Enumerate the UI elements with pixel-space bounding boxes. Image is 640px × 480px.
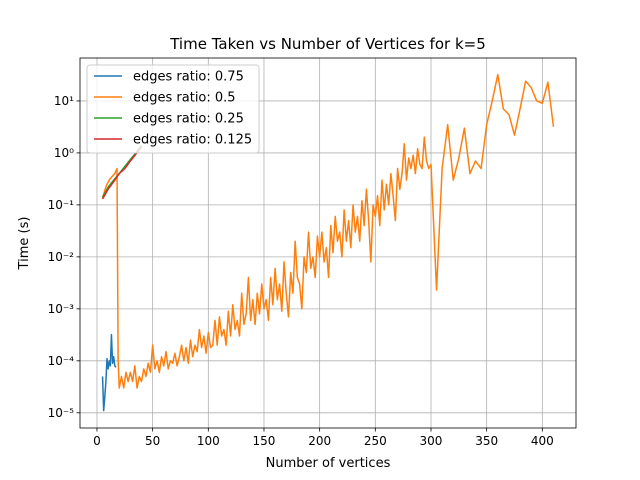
series-line: [101, 73, 555, 389]
series-line: [101, 333, 117, 412]
chart-title: Time Taken vs Number of Vertices for k=5: [169, 35, 486, 53]
ticks: 0 50 100 150 200 250 300 350 400 10⁻⁵ 10⁻⁴ 10⁻³ 10⁻²…: [48, 94, 554, 448]
legend-label: edges ratio: 0.75: [133, 70, 244, 85]
axes-frame: [79, 57, 577, 429]
x-tick-label: 200: [308, 434, 331, 448]
legend-label: edges ratio: 0.125: [133, 133, 252, 148]
plot-area: [101, 73, 555, 412]
y-tick-label: 10¹: [54, 94, 74, 108]
legend: edges ratio: 0.75 edges ratio: 0.5 edges r…: [86, 64, 260, 154]
x-tick-label: 300: [420, 434, 443, 448]
y-tick-label: 10⁻⁴: [48, 354, 75, 368]
x-axis-label: Number of vertices: [266, 456, 391, 471]
y-tick-label: 10⁻²: [48, 250, 75, 264]
x-tick-label: 0: [93, 434, 101, 448]
y-tick-label: 10⁰: [54, 146, 74, 160]
legend-box: [86, 64, 260, 154]
x-tick-label: 50: [145, 434, 160, 448]
x-tick-label: 350: [475, 434, 498, 448]
x-tick-label: 250: [364, 434, 387, 448]
y-tick-label: 10⁻¹: [48, 198, 75, 212]
y-tick-label: 10⁻⁵: [48, 406, 75, 420]
x-tick-label: 100: [197, 434, 220, 448]
x-tick-label: 400: [531, 434, 554, 448]
series-line: [101, 144, 143, 198]
y-axis-label: Time (s): [17, 217, 32, 271]
legend-label: edges ratio: 0.25: [133, 112, 244, 127]
x-tick-label: 150: [253, 434, 276, 448]
series-line: [101, 146, 143, 200]
legend-label: edges ratio: 0.5: [133, 91, 236, 106]
y-tick-label: 10⁻³: [48, 302, 75, 316]
